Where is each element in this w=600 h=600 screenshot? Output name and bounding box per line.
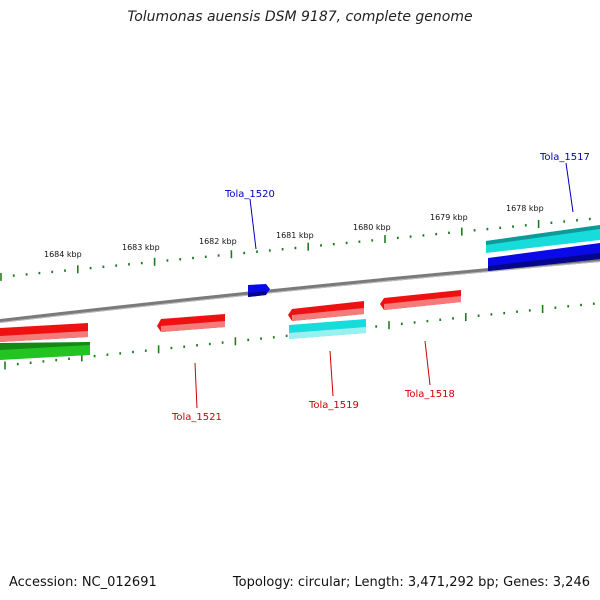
gene-tola-1520 [248, 284, 270, 297]
gene-label-tola-1518: Tola_1518 [404, 389, 455, 400]
gene-left-green [0, 342, 90, 360]
leader-line [565, 162, 574, 213]
scale-label: 1679 kbp [430, 213, 468, 222]
gene-tola-1519-cyan [289, 319, 366, 339]
scale-label: 1682 kbp [199, 237, 237, 246]
gene-label-tola-1520: Tola_1520 [224, 189, 275, 200]
scale-labels: 1684 kbp 1683 kbp 1682 kbp 1681 kbp 1680… [44, 204, 544, 259]
scale-label: 1681 kbp [276, 231, 314, 240]
gene-label-tola-1517: Tola_1517 [539, 152, 590, 163]
genome-stats-text: Topology: circular; Length: 3,471,292 bp… [232, 575, 590, 590]
leader-line [424, 340, 431, 386]
gene-tola-1521 [157, 314, 225, 332]
gene-tola-1518 [380, 290, 461, 310]
gene-label-tola-1521: Tola_1521 [171, 412, 222, 423]
gene-tola-1517-cyan [486, 225, 600, 253]
leader-line [249, 198, 257, 250]
accession-text: Accession: NC_012691 [9, 575, 157, 590]
scale-label: 1684 kbp [44, 250, 82, 259]
gene-left-red [0, 323, 88, 342]
outer-scale-ticks [0, 217, 591, 281]
leader-line [329, 350, 334, 397]
scale-label: 1678 kbp [506, 204, 544, 213]
gene-tola-1517-blue [488, 243, 600, 271]
gene-label-tola-1519: Tola_1519 [308, 400, 359, 411]
gene-tola-1519-red [288, 301, 364, 321]
leader-line [194, 362, 198, 409]
map-title: Tolumonas auensis DSM 9187, complete gen… [127, 9, 473, 25]
scale-label: 1683 kbp [122, 243, 160, 252]
scale-label: 1680 kbp [353, 223, 391, 232]
